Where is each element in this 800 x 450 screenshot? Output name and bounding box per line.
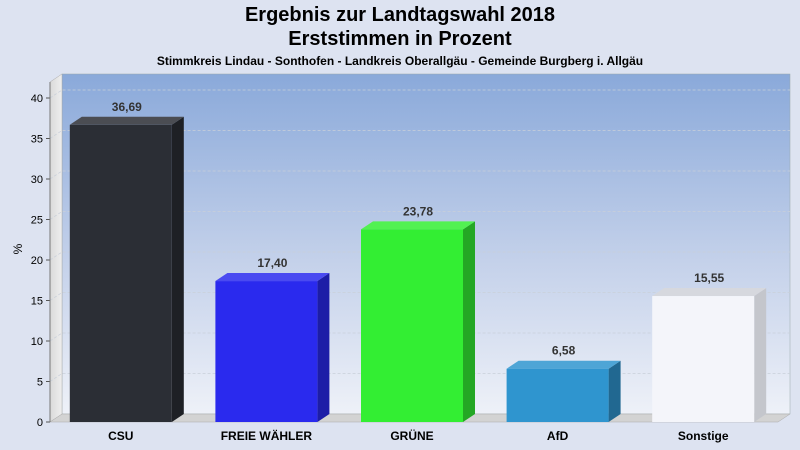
bar-top <box>506 360 621 369</box>
bar <box>506 368 609 422</box>
bar-side <box>608 360 621 422</box>
data-label: 17,40 <box>257 256 287 270</box>
y-tick-label: 25 <box>31 215 43 227</box>
bar-side <box>754 288 767 422</box>
bar <box>69 124 172 422</box>
bar-csu: 36,69 <box>69 100 184 422</box>
bar-top <box>361 221 475 230</box>
y-tick-label: 40 <box>31 93 43 105</box>
data-label: 36,69 <box>112 100 142 114</box>
x-tick-label: GRÜNE <box>390 428 433 443</box>
data-label: 15,55 <box>694 271 724 285</box>
y-tick-label: 10 <box>31 336 43 348</box>
y-tick-label: 0 <box>37 417 43 429</box>
bar-side <box>317 273 330 422</box>
bar-side <box>171 116 184 422</box>
chart-subtitle: Stimmkreis Lindau - Sonthofen - Landkrei… <box>156 54 644 68</box>
y-tick-label: 5 <box>37 377 43 389</box>
chart-title-2: Erststimmen in Prozent <box>288 28 512 50</box>
bar-sonstige: 15,55 <box>652 271 767 422</box>
y-tick-label: 15 <box>31 296 43 308</box>
y-tick-label: 20 <box>31 255 43 267</box>
bar-top <box>69 116 184 125</box>
y-axis-label: % <box>11 243 25 254</box>
y-tick-label: 30 <box>31 174 43 186</box>
x-tick-label: Sonstige <box>678 429 729 443</box>
bar-freie-wähler: 17,40 <box>215 256 330 422</box>
bar <box>652 296 755 422</box>
bar-grüne: 23,78 <box>361 204 475 422</box>
x-tick-label: CSU <box>108 429 133 443</box>
bar-top <box>652 288 767 297</box>
data-label: 23,78 <box>403 204 433 218</box>
bar-top <box>215 273 330 282</box>
chart-title: Ergebnis zur Landtagswahl 2018 <box>244 4 556 26</box>
y-tick-label: 35 <box>31 134 43 146</box>
bar-afd: 6,58 <box>506 344 621 422</box>
bar-side <box>463 221 475 422</box>
x-tick-label: AfD <box>547 429 569 443</box>
plot-side-wall <box>49 73 63 423</box>
data-label: 6,58 <box>552 344 576 358</box>
x-tick-label: FREIE WÄHLER <box>221 428 313 443</box>
bar <box>215 281 318 422</box>
bar <box>361 229 463 422</box>
